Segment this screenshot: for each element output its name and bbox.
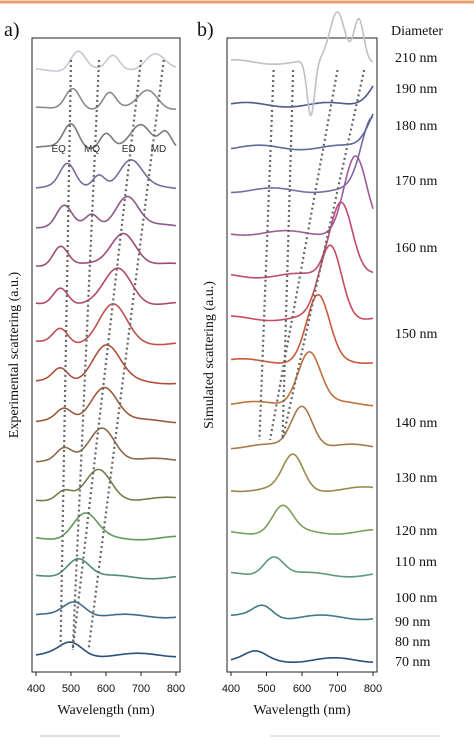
legend-diameter-label: 210 nm [395, 51, 438, 66]
mode-guide-line [87, 59, 165, 651]
panel-a-spectrum-200nm [35, 123, 177, 150]
legend-diameter-label: 160 nm [395, 241, 438, 256]
panel-a-spectrum-205nm [35, 87, 176, 110]
mode-label-mq: MQ [84, 144, 100, 155]
x-tick-label: 800 [364, 683, 382, 695]
panel-a-spectrum-170nm [35, 232, 177, 267]
panel-a-spectrum-210nm [35, 50, 177, 72]
panel-a-curves [35, 50, 177, 658]
legend-diameter-label: 170 nm [395, 174, 438, 189]
panel-a-spectrum-110nm [35, 468, 177, 502]
panel-a-spectrum-160nm [35, 267, 177, 305]
x-tick-label: 500 [257, 683, 275, 695]
legend-diameter-label: 150 nm [395, 327, 438, 342]
panel-b-spectrum-80nm [230, 604, 374, 621]
panel-b-spectrum-110nm [230, 453, 374, 493]
panel-b-x-ticks: 400 500 600 700 800 [222, 672, 382, 695]
x-tick-label: 500 [62, 683, 80, 695]
panel-b-x-axis-label: Wavelength (nm) [253, 703, 351, 718]
x-tick-label: 600 [97, 683, 115, 695]
panel-a-guides [59, 59, 165, 651]
panel-a-spectrum-130nm [35, 386, 177, 424]
mode-guide-line [71, 59, 143, 651]
x-tick-label: 700 [328, 683, 346, 695]
legend-diameter-label: 120 nm [395, 524, 438, 539]
legend-diameter-label: 130 nm [395, 471, 438, 486]
panel-b-spectrum-100nm [230, 504, 374, 535]
legend-diameter-label: 110 nm [395, 555, 437, 570]
legend-diameter-label: 190 nm [395, 82, 438, 97]
panel-b-spectrum-90nm [230, 556, 374, 578]
panel-b-spectrum-150nm [231, 244, 374, 322]
mode-guide-line [71, 59, 101, 651]
panel-b-spectrum-200nm [230, 85, 374, 108]
mode-guide-line [258, 69, 275, 441]
legend-diameter-label: 80 nm [395, 635, 431, 650]
legend-title: Diameter [391, 24, 443, 39]
panel-b-y-axis-label: Simulated scattering (a.u.) [202, 281, 217, 429]
panel-a-mode-labels: EQ MQ ED MD [52, 144, 167, 155]
panel-a-spectrum-120nm [35, 427, 177, 463]
panel-a-y-axis-label: Experimental scattering (a.u.) [7, 271, 22, 438]
panel-a-spectrum-100nm [35, 512, 177, 541]
panel-a-spectrum-90nm [35, 557, 177, 580]
mode-label-md: MD [151, 144, 167, 155]
mode-guide-line [268, 69, 339, 441]
legend-diameter-label: 100 nm [395, 591, 438, 606]
panel-b-spectrum-140nm [230, 293, 374, 364]
panel-a-experimental: a) EQ MQ ED MD 400 500 600 700 800 Experimental… [4, 19, 185, 718]
mode-guide-line [281, 69, 295, 441]
panel-a-spectrum-70nm [35, 641, 176, 658]
legend-diameter-label: 70 nm [395, 655, 431, 670]
x-tick-label: 600 [293, 683, 311, 695]
legend-diameter-label: 180 nm [395, 119, 438, 134]
panel-b-spectrum-180nm [231, 116, 374, 194]
panel-b-spectrum-170nm [230, 155, 374, 236]
panel-a-spectrum-80nm [35, 601, 177, 619]
mode-label-ed: ED [122, 144, 136, 155]
panel-a-spectrum-140nm [35, 344, 177, 385]
x-tick-label: 800 [167, 683, 185, 695]
panel-b-spectrum-190nm [230, 113, 374, 151]
mode-guide-line [281, 69, 366, 441]
panel-b-simulated: b) 400 500 600 700 800 Simulated scattering … [197, 11, 382, 718]
panel-a-x-axis-label: Wavelength (nm) [57, 703, 155, 718]
diameter-legend: Diameter 210 nm 190 nm 180 nm 170 nm 160 nm 1… [391, 24, 443, 670]
legend-diameter-label: 140 nm [395, 416, 438, 431]
panel-a-spectrum-190nm [35, 159, 177, 190]
mode-guide-line [59, 59, 73, 651]
panel-b-spectrum-120nm [230, 405, 374, 450]
legend-diameter-label: 90 nm [395, 615, 431, 630]
x-tick-label: 400 [222, 683, 240, 695]
panel-b-spectrum-160nm [230, 201, 374, 279]
panel-a-x-ticks: 400 500 600 700 800 [27, 672, 185, 695]
panel-b-curves [230, 11, 374, 663]
panel-b-guides [258, 69, 366, 441]
x-tick-label: 700 [132, 683, 150, 695]
panel-b-spectrum-130nm [230, 351, 374, 407]
panel-a-spectrum-180nm [36, 195, 177, 229]
x-tick-label: 400 [27, 683, 45, 695]
panel-b-label: b) [197, 19, 214, 41]
panel-a-label: a) [4, 19, 20, 41]
panel-a-spectrum-150nm [36, 303, 177, 346]
mode-label-eq: EQ [52, 144, 67, 155]
panel-b-spectrum-210nm [231, 11, 374, 117]
panel-b-spectrum-70nm [230, 650, 374, 663]
